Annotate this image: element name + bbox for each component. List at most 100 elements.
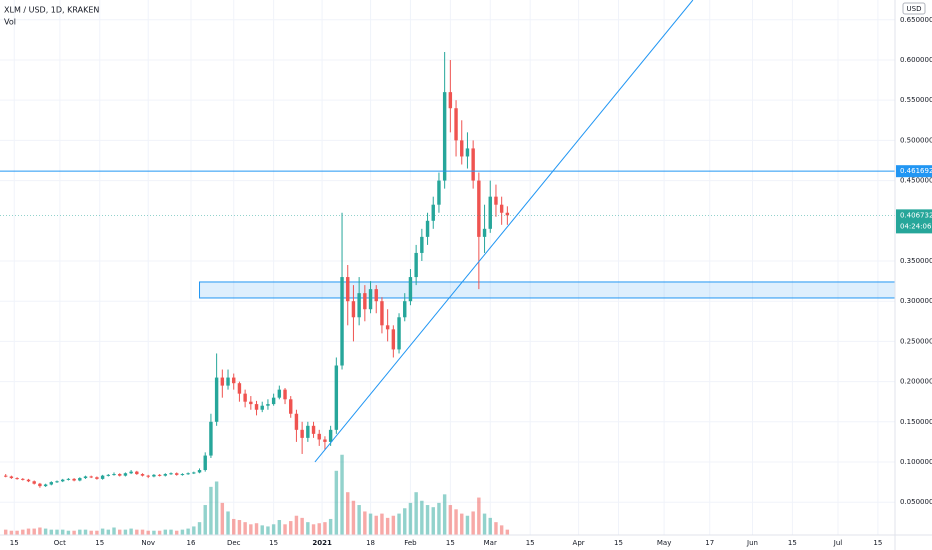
- volume-bar: [477, 497, 481, 535]
- candle-body: [118, 474, 122, 476]
- volume-bar: [260, 525, 264, 535]
- volume-bar: [152, 530, 156, 535]
- volume-bar: [499, 525, 504, 535]
- x-tick-label: 15: [269, 539, 278, 547]
- candle-body: [180, 474, 185, 476]
- volume-bar: [249, 524, 253, 535]
- volume-bar: [368, 513, 373, 535]
- candle-body: [226, 377, 230, 386]
- y-tick-label: 0.050000: [900, 498, 932, 506]
- candle-body: [3, 475, 8, 477]
- candle-body: [351, 301, 356, 318]
- x-tick-label: Jun: [746, 539, 758, 547]
- volume-bar: [397, 513, 401, 535]
- y-tick-label: 0.350000: [900, 257, 932, 265]
- volume-bar: [283, 524, 287, 535]
- currency[interactable]: USD: [907, 5, 922, 13]
- volume-bar: [385, 517, 390, 535]
- y-tick-label: 0.450000: [900, 177, 932, 185]
- volume-bar: [328, 518, 333, 535]
- volume-bar: [374, 515, 378, 535]
- volume-bar: [306, 522, 310, 535]
- candle-body: [123, 473, 128, 476]
- y-tick-label: 0.550000: [900, 96, 932, 104]
- y-tick-label: 0.650000: [900, 16, 932, 24]
- candle-body: [357, 293, 361, 318]
- candle-body: [340, 277, 344, 366]
- volume-bar: [431, 507, 435, 535]
- x-tick-label: Feb: [404, 539, 417, 547]
- candle-body: [169, 473, 173, 475]
- volume-bar: [3, 529, 8, 535]
- currency-box[interactable]: [902, 2, 926, 15]
- candle-body: [249, 401, 253, 405]
- x-tick-label: 17: [705, 539, 714, 547]
- x-tick-label: Nov: [141, 539, 155, 547]
- volume-bar: [15, 530, 19, 535]
- volume-bar: [100, 528, 105, 535]
- volume-bar: [340, 454, 344, 535]
- volume-bar: [21, 529, 25, 535]
- candle-body: [505, 212, 510, 216]
- volume-bar: [232, 518, 236, 535]
- volume-bar: [317, 523, 321, 535]
- candle-body: [334, 365, 339, 430]
- candle-body: [32, 481, 36, 484]
- y-tick-label: 0.600000: [900, 56, 932, 64]
- volume-bar: [488, 517, 492, 535]
- candle-body: [323, 439, 327, 442]
- x-tick-label: 15: [526, 539, 535, 547]
- candle-body: [471, 148, 475, 181]
- volume-bar: [83, 529, 88, 535]
- volume-bar: [442, 494, 447, 535]
- candle-body: [408, 277, 413, 302]
- volume-bar: [391, 515, 396, 535]
- candle-body: [391, 329, 396, 350]
- x-tick-label: 16: [187, 539, 196, 547]
- volume-bar: [351, 500, 356, 535]
- candle-body: [129, 471, 133, 474]
- volume-bar: [112, 527, 116, 535]
- candle-body: [78, 478, 82, 481]
- candle-body: [374, 289, 378, 302]
- last-price-tag: [896, 209, 932, 234]
- candle-body: [397, 317, 401, 350]
- volume-bar: [220, 502, 225, 535]
- candle-body: [460, 140, 464, 157]
- candle-body: [60, 479, 65, 482]
- volume-bar: [123, 529, 128, 535]
- volume-bar: [454, 509, 458, 535]
- horizontal-line-tag: [896, 165, 932, 178]
- candle-body: [232, 377, 236, 384]
- volume-bar: [203, 505, 207, 535]
- chart-title: XLM / USD, 1D, KRAKEN: [4, 6, 99, 15]
- candle-body: [157, 474, 162, 476]
- volume-bar: [380, 513, 384, 535]
- candle-body: [311, 425, 316, 434]
- candle-body: [72, 478, 76, 481]
- candle-body: [49, 482, 54, 485]
- candle-body: [477, 180, 481, 237]
- candle-body: [271, 397, 276, 405]
- volume-bar: [471, 511, 475, 535]
- volume-bar: [414, 492, 418, 535]
- volume-bar: [271, 524, 276, 535]
- candle-body: [260, 405, 264, 410]
- volume-bar: [408, 502, 413, 535]
- candle-body: [100, 475, 105, 479]
- x-tick-label: 15: [873, 539, 882, 547]
- candle-body: [277, 389, 282, 398]
- volume-bar: [9, 530, 14, 535]
- candle-body: [289, 399, 293, 414]
- volume-label: Vol: [4, 18, 16, 27]
- candle-body: [380, 301, 384, 326]
- volume-bar: [192, 526, 196, 535]
- volume-bar: [38, 527, 42, 535]
- volume-bar: [66, 530, 71, 535]
- volume-bar: [237, 520, 242, 535]
- volume-bar: [494, 522, 498, 535]
- candle-body: [146, 475, 150, 477]
- candle-body: [346, 277, 350, 302]
- candle-body: [454, 108, 458, 141]
